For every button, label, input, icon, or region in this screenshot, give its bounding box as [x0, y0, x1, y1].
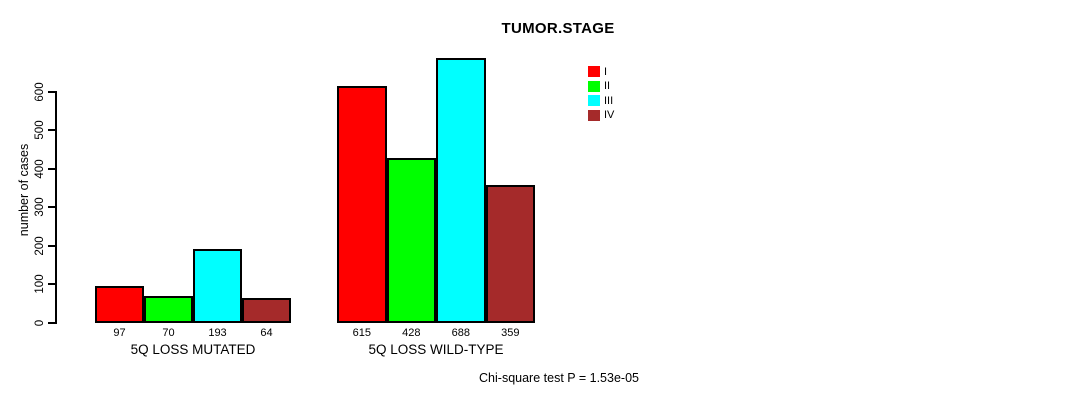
y-axis-line	[55, 91, 57, 324]
legend-swatch-II	[588, 80, 600, 92]
y-tick-mark	[48, 168, 55, 170]
legend-label-IV: IV	[604, 109, 615, 121]
y-tick-label: 0	[34, 319, 46, 327]
y-tick-label: 400	[34, 159, 46, 179]
bar-value-label: 193	[208, 327, 227, 339]
y-tick-mark	[48, 206, 55, 208]
legend-label-II: II	[604, 80, 611, 92]
y-axis-label: number of cases	[17, 143, 31, 237]
bar-stage-IV	[485, 184, 535, 323]
y-tick-mark	[48, 91, 55, 93]
legend-swatch-IV	[588, 109, 600, 121]
legend-label-I: I	[604, 65, 608, 78]
bar-value-label: 615	[352, 327, 371, 339]
y-tick-mark	[48, 283, 55, 285]
chart-title: TUMOR.STAGE	[501, 20, 615, 37]
bar-stage-III	[193, 248, 242, 323]
y-tick-label: 500	[34, 120, 46, 140]
bar-stage-I	[95, 285, 144, 323]
y-tick-mark	[48, 245, 55, 247]
bar-value-label: 359	[501, 327, 520, 339]
bar-stage-II	[386, 158, 436, 323]
y-tick-label: 300	[34, 197, 46, 217]
legend-label-III: III	[604, 94, 614, 107]
bar-stage-III	[436, 57, 486, 323]
bar-stage-I	[337, 85, 387, 323]
bar-stage-IV	[242, 298, 291, 323]
y-tick-label: 100	[34, 274, 46, 294]
y-tick-label: 600	[34, 82, 46, 102]
y-tick-mark	[48, 129, 55, 131]
bar-value-label: 64	[260, 327, 273, 339]
bar-value-label: 70	[162, 327, 175, 339]
group-axis-label: 5Q LOSS WILD-TYPE	[368, 342, 504, 357]
y-tick-label: 200	[34, 236, 46, 256]
legend-swatch-I	[588, 66, 600, 77]
y-tick-mark	[48, 322, 55, 324]
bar-value-label: 97	[113, 327, 126, 339]
group-axis-label: 5Q LOSS MUTATED	[130, 342, 256, 357]
legend-swatch-III	[588, 95, 600, 106]
bar-stage-II	[144, 296, 193, 323]
bar-value-label: 688	[451, 327, 470, 339]
bar-value-label: 428	[402, 327, 421, 339]
chi-square-annotation: Chi-square test P = 1.53e-05	[479, 371, 639, 385]
